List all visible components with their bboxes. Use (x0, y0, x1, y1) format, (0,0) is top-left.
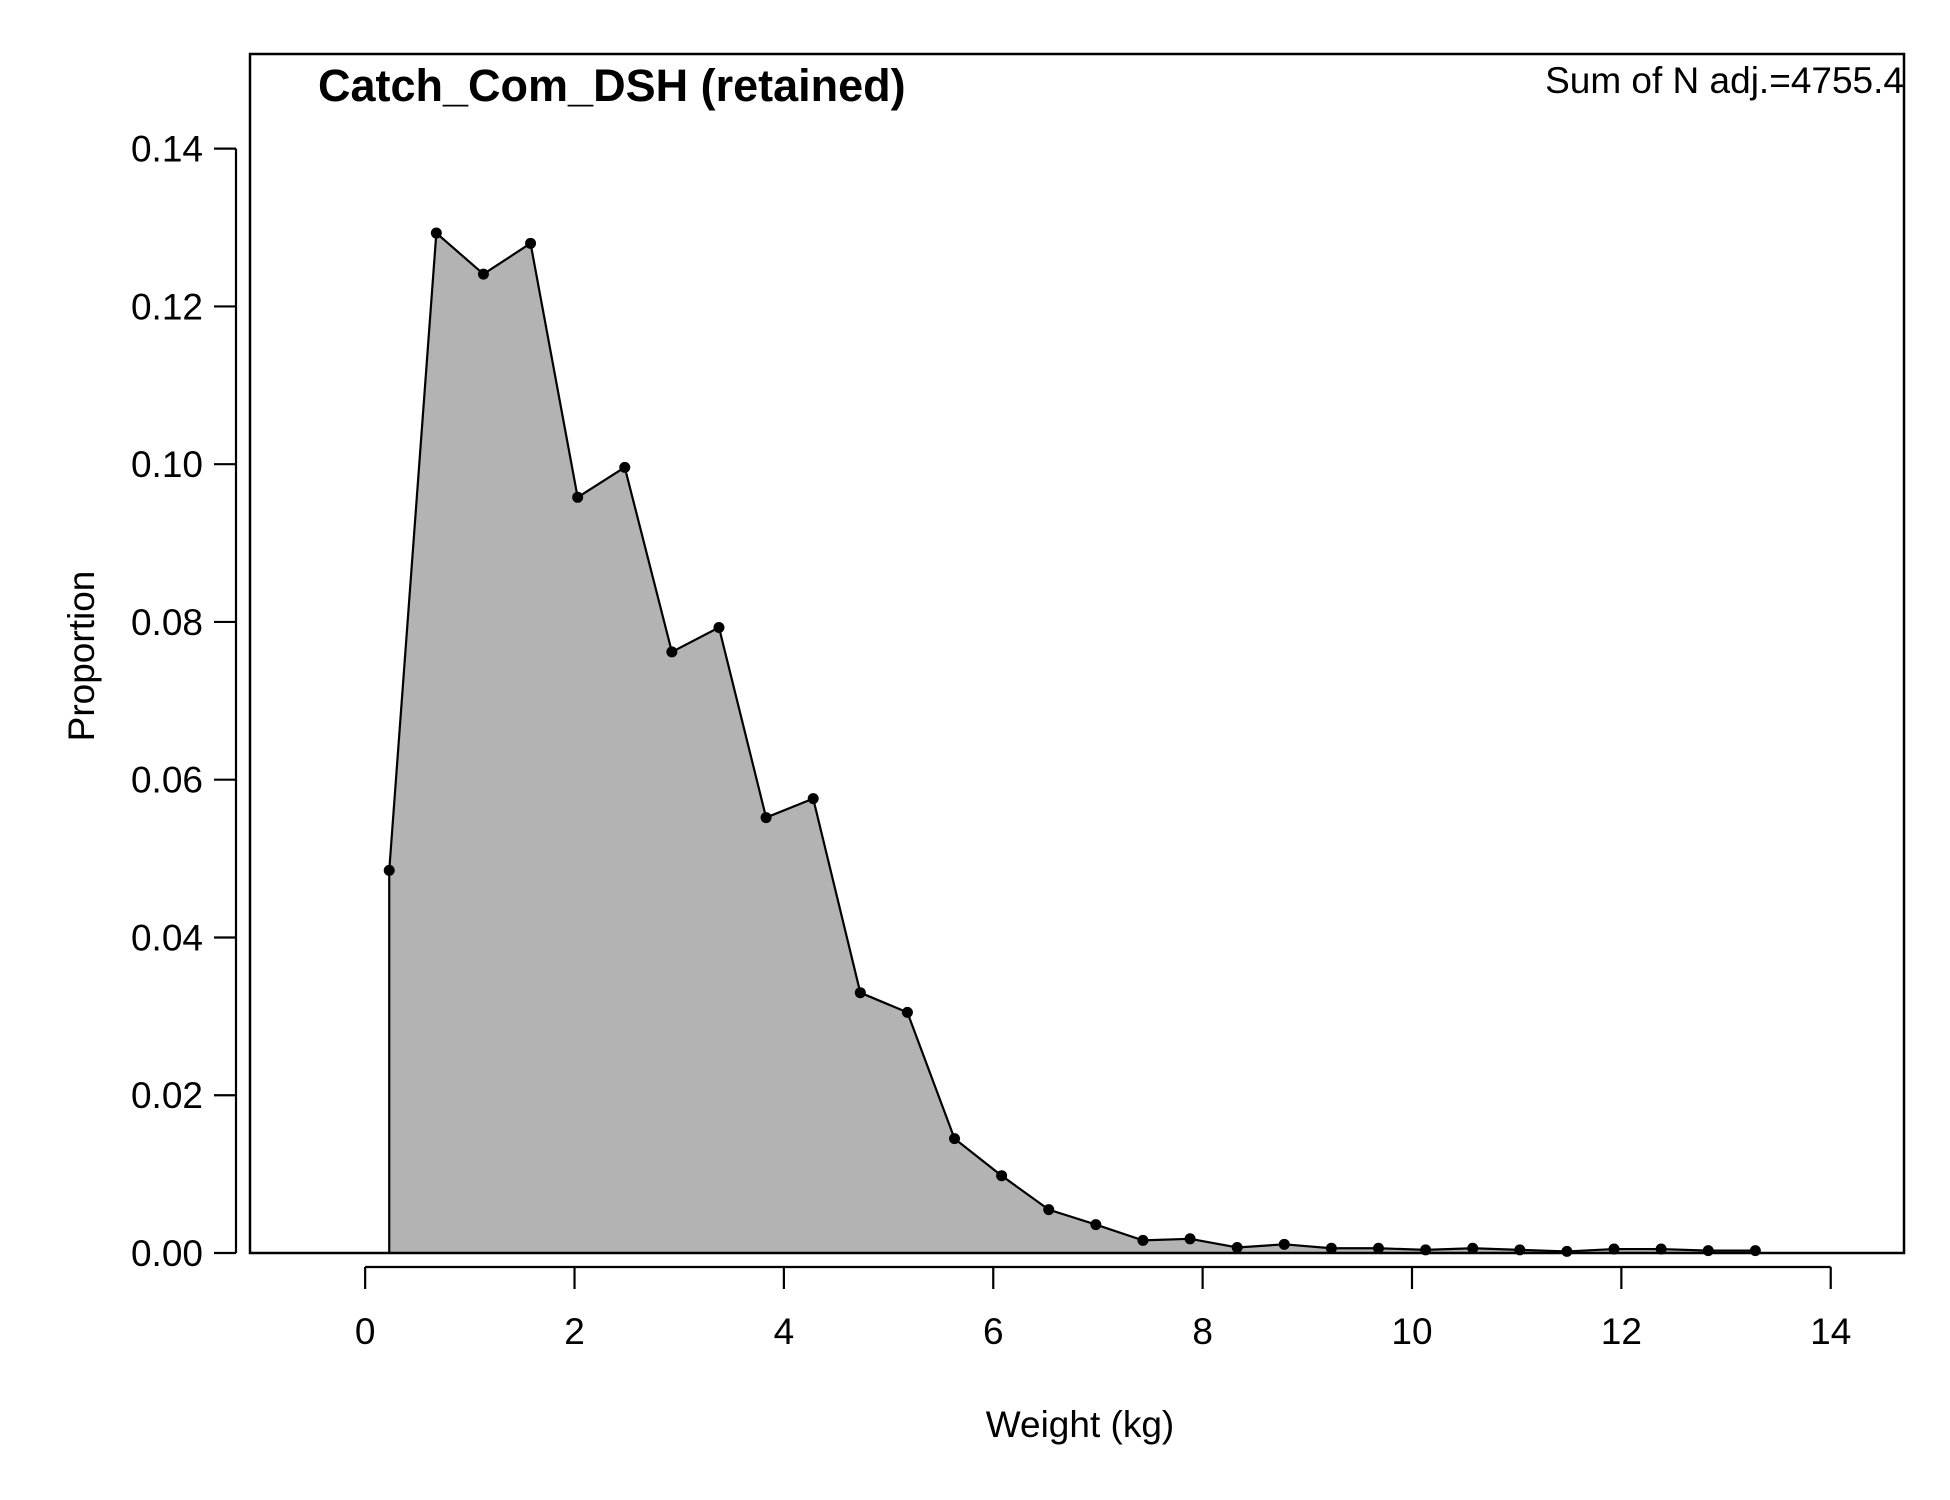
area-layer (389, 233, 1756, 1253)
y-axis: 0.00 0.02 0.04 0.06 0.08 0.10 0.12 0.14 (131, 129, 238, 1274)
data-point-8 (760, 812, 772, 824)
x-tick-label-3: 6 (983, 1311, 1004, 1352)
x-tick-label-7: 14 (1810, 1311, 1851, 1352)
y-tick-label-1: 0.02 (131, 1075, 203, 1116)
data-point-12 (949, 1133, 961, 1145)
data-point-2 (477, 268, 489, 280)
data-point-21 (1372, 1242, 1384, 1254)
y-tick-label-3: 0.06 (131, 760, 203, 801)
y-tick-label-6: 0.12 (131, 286, 203, 327)
sum-annotation: Sum of N adj.=4755.4 (1545, 60, 1904, 101)
data-point-4 (572, 491, 584, 503)
data-point-0 (383, 864, 395, 876)
x-tick-label-2: 4 (774, 1311, 795, 1352)
data-point-28 (1702, 1245, 1714, 1257)
data-point-5 (619, 461, 631, 473)
chart-title: Catch_Com_DSH (retained) (318, 60, 906, 111)
y-tick-label-2: 0.04 (131, 917, 203, 958)
x-tick-label-0: 0 (355, 1311, 376, 1352)
data-point-18 (1231, 1241, 1243, 1253)
y-tick-label-7: 0.14 (131, 129, 203, 170)
x-tick-label-6: 12 (1601, 1311, 1642, 1352)
x-tick-label-1: 2 (564, 1311, 585, 1352)
data-point-7 (713, 621, 725, 633)
data-point-20 (1325, 1242, 1337, 1254)
data-point-9 (807, 793, 819, 805)
data-point-1 (430, 227, 442, 239)
x-axis: 0 2 4 6 8 10 12 14 (355, 1265, 1851, 1352)
y-tick-label-0: 0.00 (131, 1233, 203, 1274)
data-point-3 (525, 237, 537, 249)
data-point-25 (1561, 1245, 1573, 1257)
data-point-6 (666, 646, 678, 658)
data-point-10 (854, 987, 866, 999)
data-point-17 (1184, 1233, 1196, 1245)
data-point-29 (1749, 1245, 1761, 1257)
x-tick-label-4: 8 (1192, 1311, 1213, 1352)
y-tick-label-5: 0.10 (131, 444, 203, 485)
data-point-11 (901, 1006, 913, 1018)
data-point-14 (1043, 1204, 1055, 1216)
x-tick-label-5: 10 (1391, 1311, 1432, 1352)
data-point-23 (1467, 1242, 1479, 1254)
y-axis-title: Proportion (61, 571, 102, 742)
y-tick-label-4: 0.08 (131, 602, 203, 643)
area-fill (389, 233, 1756, 1253)
data-point-13 (996, 1170, 1008, 1182)
data-point-19 (1278, 1238, 1290, 1250)
data-point-15 (1090, 1219, 1102, 1231)
data-point-16 (1137, 1234, 1149, 1246)
plot-frame (248, 52, 1906, 1255)
x-axis-title: Weight (kg) (986, 1404, 1175, 1445)
